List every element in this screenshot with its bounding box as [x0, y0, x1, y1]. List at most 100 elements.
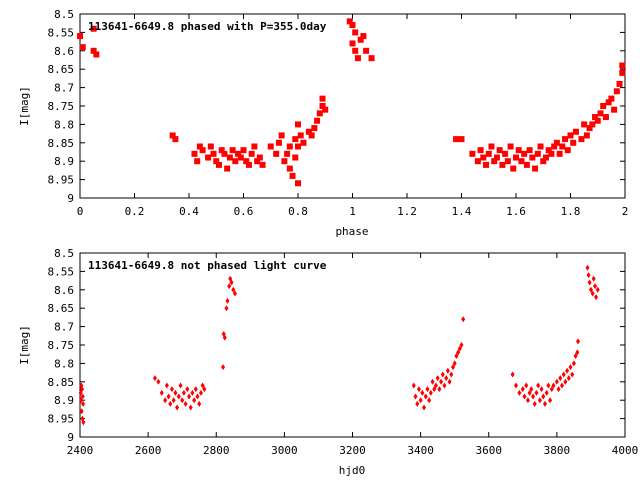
- data-point: [454, 353, 459, 360]
- data-point: [314, 117, 321, 124]
- data-point: [190, 389, 195, 396]
- data-point: [352, 29, 359, 36]
- data-point: [613, 88, 620, 95]
- data-point: [80, 386, 85, 393]
- data-point: [597, 110, 604, 117]
- data-point: [435, 375, 440, 382]
- data-point: [172, 136, 179, 143]
- data-point: [292, 136, 299, 143]
- data-point: [514, 382, 518, 389]
- data-point: [537, 143, 544, 150]
- data-point: [235, 150, 242, 157]
- data-point: [449, 371, 454, 378]
- data-point: [437, 386, 442, 393]
- x-tick-label-phased: 1.4: [452, 205, 472, 218]
- data-point: [593, 283, 598, 290]
- x-axis-ticks-unphased: 2400 2600 2800 3000 3200 3400 3600 3800 4000: [67, 253, 639, 457]
- data-point: [586, 125, 593, 132]
- data-point: [504, 158, 511, 165]
- y-tick-label-unphased: 8.95: [48, 413, 75, 426]
- data-point: [595, 286, 600, 293]
- data-point: [251, 143, 258, 150]
- data-point: [415, 400, 420, 407]
- data-point: [510, 165, 517, 172]
- data-point: [602, 114, 609, 121]
- data-point: [213, 158, 220, 165]
- data-point: [181, 389, 186, 396]
- data-point: [215, 161, 222, 168]
- data-point: [558, 375, 563, 382]
- data-point: [259, 161, 266, 168]
- data-point: [445, 367, 450, 374]
- data-point: [534, 150, 541, 157]
- data-point: [411, 382, 416, 389]
- data-point: [619, 62, 626, 69]
- x-tick-label-phased: 1.2: [397, 205, 417, 218]
- data-point: [199, 147, 206, 154]
- y-tick-label-unphased: 9: [67, 431, 74, 444]
- chart-title-unphased: 113641-6649.8 not phased light curve: [88, 259, 327, 272]
- data-point: [166, 393, 171, 400]
- data-point: [352, 47, 359, 54]
- data-point: [80, 393, 85, 400]
- data-point: [527, 389, 532, 396]
- x-tick-label-unphased: 2400: [67, 444, 94, 457]
- data-point: [540, 158, 547, 165]
- data-point: [456, 349, 461, 356]
- data-point: [171, 397, 176, 404]
- data-point: [568, 364, 573, 371]
- data-point: [491, 158, 498, 165]
- data-point: [520, 386, 525, 393]
- y-tick-label-phased: 8.9: [54, 155, 74, 168]
- data-point: [439, 378, 444, 385]
- data-point: [591, 275, 596, 282]
- data-point: [232, 158, 239, 165]
- data-point: [559, 143, 566, 150]
- data-point: [587, 279, 592, 286]
- data-point: [418, 397, 423, 404]
- data-point: [231, 286, 236, 293]
- data-point: [176, 393, 181, 400]
- x-tick-label-unphased: 4000: [612, 444, 639, 457]
- data-point: [79, 44, 86, 51]
- data-point: [286, 165, 293, 172]
- data-point: [541, 393, 546, 400]
- data-point: [542, 400, 547, 407]
- data-point: [594, 117, 601, 124]
- data-point: [281, 158, 288, 165]
- data-point: [564, 147, 571, 154]
- data-point: [551, 143, 558, 150]
- data-point: [222, 334, 227, 341]
- data-point: [194, 158, 201, 165]
- data-point: [453, 136, 460, 143]
- data-point: [354, 55, 361, 62]
- data-point: [169, 386, 174, 393]
- data-point: [81, 419, 86, 426]
- data-point: [210, 150, 217, 157]
- x-tick-label-phased: 1: [349, 205, 356, 218]
- data-point: [221, 150, 228, 157]
- data-point: [556, 150, 563, 157]
- data-point: [273, 150, 280, 157]
- data-point: [159, 389, 164, 396]
- chart-unphased: 2400 2600 2800 3000 3200 3400 3600 3800 4000 8.5…: [18, 247, 638, 477]
- data-point: [594, 294, 599, 301]
- data-point: [275, 139, 282, 146]
- data-point: [522, 393, 527, 400]
- data-point: [243, 158, 250, 165]
- data-point: [571, 360, 576, 367]
- data-point: [229, 279, 234, 286]
- data-point: [413, 393, 418, 400]
- x-tick-label-unphased: 3200: [339, 444, 366, 457]
- y-tick-label-unphased: 8.6: [54, 284, 74, 297]
- data-point: [225, 297, 230, 304]
- data-point: [502, 150, 509, 157]
- data-point: [537, 397, 542, 404]
- data-point: [316, 110, 323, 117]
- data-point: [164, 382, 169, 389]
- data-point: [517, 389, 522, 396]
- data-point: [169, 132, 176, 139]
- data-point: [363, 47, 370, 54]
- data-point: [156, 378, 161, 385]
- data-points-unphased: [78, 264, 600, 426]
